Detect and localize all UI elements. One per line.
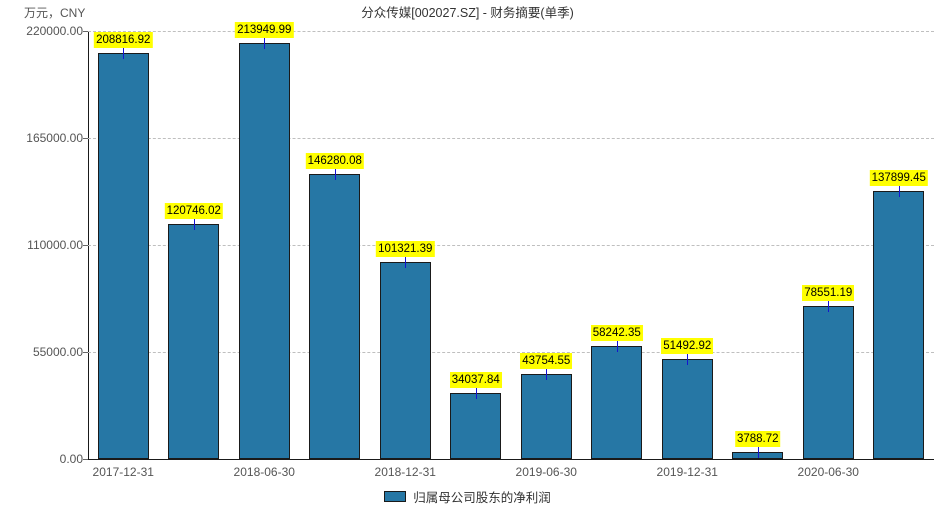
bar-value-connector	[334, 169, 336, 181]
bar-value-label: 101321.39	[376, 240, 435, 257]
bar-value-label: 208816.92	[94, 31, 153, 48]
bar[interactable]	[591, 345, 643, 459]
x-tick-label: 2019-06-30	[515, 465, 577, 479]
y-tick-mark	[83, 138, 88, 139]
y-tick-label: 165000.00	[26, 131, 83, 145]
bar-value-connector	[264, 37, 266, 49]
bar-value-connector	[828, 301, 830, 313]
gridline	[88, 31, 934, 32]
gridline	[88, 459, 934, 460]
y-tick-mark	[83, 31, 88, 32]
x-tick-label: 2019-12-31	[656, 465, 718, 479]
bar-value-label: 120746.02	[164, 203, 223, 220]
bar-value-connector	[898, 185, 900, 197]
gridline	[88, 352, 934, 353]
bar-value-label: 34037.84	[449, 371, 502, 388]
bar-value-connector	[546, 368, 548, 380]
bar-value-connector	[193, 219, 195, 231]
bar[interactable]	[661, 358, 713, 459]
y-tick-label: 55000.00	[32, 345, 83, 359]
x-tick-label: 2018-12-31	[374, 465, 436, 479]
plot-area: 220000.00 165000.00 110000.00 55000.00 0.00 …	[26, 21, 934, 466]
chart-title: 分众传媒[002027.SZ] - 财务摘要(单季)	[361, 6, 574, 20]
legend-label-net-profit: 归属母公司股东的净利润	[413, 491, 551, 505]
bar[interactable]	[168, 224, 220, 459]
x-tick-label: 2017-12-31	[92, 465, 154, 479]
bar[interactable]	[238, 42, 290, 459]
bar[interactable]	[520, 373, 572, 459]
y-tick-mark	[83, 459, 88, 460]
bar-value-label: 78551.19	[802, 285, 855, 302]
bar-value-label: 146280.08	[305, 153, 364, 170]
legend-swatch-net-profit	[384, 491, 407, 502]
bar-value-label: 137899.45	[869, 169, 928, 186]
y-tick-mark	[83, 245, 88, 246]
x-tick-label: 2018-06-30	[233, 465, 295, 479]
chart-legend: 归属母公司股东的净利润	[0, 487, 935, 506]
bar-value-connector	[475, 387, 477, 399]
y-axis-unit-label: 万元，CNY	[24, 6, 86, 20]
bar[interactable]	[450, 392, 502, 459]
bar[interactable]	[802, 306, 854, 459]
bar[interactable]	[309, 174, 361, 459]
bar-value-label: 213949.99	[235, 21, 294, 38]
bar-value-connector	[757, 446, 759, 458]
y-tick-label: 220000.00	[26, 24, 83, 38]
x-tick-label: 2020-06-30	[797, 465, 859, 479]
bar-value-label: 51492.92	[661, 337, 714, 354]
bar-value-label: 3788.72	[734, 430, 781, 447]
gridline	[88, 138, 934, 139]
y-tick-label: 110000.00	[27, 238, 83, 252]
bar-value-connector	[123, 47, 125, 59]
gridline	[88, 245, 934, 246]
y-tick-mark	[83, 352, 88, 353]
bar[interactable]	[873, 190, 925, 459]
bar-value-connector	[405, 256, 407, 268]
bar[interactable]	[379, 261, 431, 459]
bar[interactable]	[97, 52, 149, 459]
bar-value-label: 58242.35	[590, 324, 643, 341]
bar-value-connector	[687, 353, 689, 365]
bar-value-label: 43754.55	[520, 352, 573, 369]
bar-value-connector	[616, 340, 618, 352]
y-tick-label: 0.00	[59, 452, 83, 466]
